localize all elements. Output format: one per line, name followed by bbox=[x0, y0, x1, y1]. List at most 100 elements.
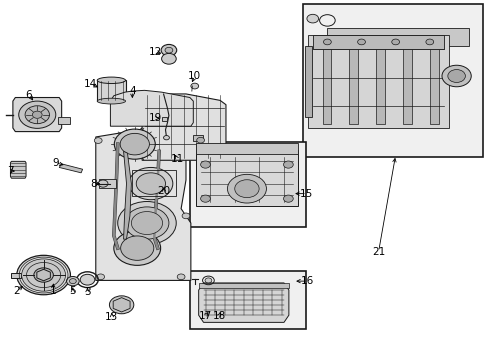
Bar bbox=[189, 271, 305, 329]
Bar bbox=[348, 45, 357, 125]
Circle shape bbox=[182, 213, 189, 219]
Text: 12: 12 bbox=[149, 46, 162, 57]
Circle shape bbox=[227, 174, 266, 203]
Bar bbox=[312, 35, 444, 49]
Circle shape bbox=[114, 231, 160, 265]
Text: 1: 1 bbox=[50, 286, 57, 296]
Circle shape bbox=[283, 161, 293, 168]
Circle shape bbox=[129, 167, 172, 200]
Circle shape bbox=[234, 180, 259, 198]
Circle shape bbox=[32, 111, 42, 118]
Circle shape bbox=[125, 207, 168, 239]
Polygon shape bbox=[142, 94, 225, 160]
Circle shape bbox=[161, 44, 176, 56]
Circle shape bbox=[190, 83, 198, 89]
Text: 9: 9 bbox=[52, 158, 59, 168]
Circle shape bbox=[34, 268, 53, 282]
Circle shape bbox=[306, 14, 318, 23]
Polygon shape bbox=[195, 150, 298, 206]
Circle shape bbox=[21, 259, 65, 291]
Text: 4: 4 bbox=[129, 86, 135, 96]
Text: 6: 6 bbox=[25, 90, 32, 100]
Circle shape bbox=[114, 129, 155, 159]
Text: 20: 20 bbox=[157, 186, 170, 197]
Circle shape bbox=[323, 39, 330, 45]
Polygon shape bbox=[96, 123, 190, 280]
Bar bbox=[375, 45, 384, 125]
Bar bbox=[161, 117, 167, 121]
Circle shape bbox=[25, 106, 49, 124]
Circle shape bbox=[109, 296, 134, 314]
Circle shape bbox=[98, 180, 108, 187]
Text: 3: 3 bbox=[84, 287, 91, 297]
Text: 16: 16 bbox=[301, 276, 314, 286]
Circle shape bbox=[161, 53, 176, 64]
Bar bbox=[58, 117, 70, 125]
Circle shape bbox=[66, 276, 79, 286]
Polygon shape bbox=[110, 90, 193, 126]
Circle shape bbox=[114, 299, 129, 311]
Circle shape bbox=[164, 47, 172, 53]
Polygon shape bbox=[59, 164, 82, 173]
Circle shape bbox=[131, 212, 162, 234]
Ellipse shape bbox=[97, 98, 125, 104]
Circle shape bbox=[121, 236, 154, 260]
Circle shape bbox=[441, 65, 470, 87]
Circle shape bbox=[118, 202, 176, 244]
Text: 18: 18 bbox=[212, 311, 225, 320]
Text: 17: 17 bbox=[199, 311, 212, 320]
Text: 11: 11 bbox=[170, 154, 183, 164]
Polygon shape bbox=[113, 298, 130, 312]
Circle shape bbox=[120, 134, 149, 155]
Text: 19: 19 bbox=[149, 113, 162, 123]
Bar bbox=[132, 170, 176, 196]
Circle shape bbox=[200, 195, 210, 202]
Circle shape bbox=[19, 101, 56, 129]
Circle shape bbox=[391, 39, 399, 45]
Circle shape bbox=[97, 274, 104, 280]
Text: 21: 21 bbox=[371, 247, 385, 257]
Polygon shape bbox=[305, 45, 311, 117]
Circle shape bbox=[94, 138, 102, 143]
Polygon shape bbox=[195, 143, 298, 154]
Text: 8: 8 bbox=[90, 179, 97, 189]
Polygon shape bbox=[327, 28, 468, 45]
Bar bbox=[11, 273, 21, 278]
Circle shape bbox=[283, 195, 293, 202]
Text: 15: 15 bbox=[300, 189, 313, 199]
Polygon shape bbox=[198, 283, 288, 322]
Polygon shape bbox=[13, 98, 61, 132]
Bar bbox=[303, 4, 483, 157]
Circle shape bbox=[39, 271, 48, 279]
Circle shape bbox=[425, 39, 433, 45]
Bar bbox=[429, 45, 438, 125]
Circle shape bbox=[69, 279, 76, 284]
Polygon shape bbox=[10, 161, 26, 178]
Text: 14: 14 bbox=[84, 79, 97, 89]
Bar bbox=[193, 135, 203, 141]
Polygon shape bbox=[37, 269, 50, 281]
Polygon shape bbox=[123, 151, 131, 239]
Text: 2: 2 bbox=[14, 286, 20, 296]
Circle shape bbox=[447, 69, 465, 82]
Text: 5: 5 bbox=[69, 286, 76, 296]
Circle shape bbox=[80, 274, 95, 285]
Circle shape bbox=[196, 137, 204, 143]
Circle shape bbox=[204, 278, 211, 283]
Bar bbox=[402, 45, 411, 125]
Ellipse shape bbox=[97, 77, 125, 84]
Circle shape bbox=[136, 173, 165, 194]
Text: 13: 13 bbox=[105, 312, 118, 322]
Bar bbox=[97, 80, 125, 101]
Circle shape bbox=[177, 274, 184, 280]
Circle shape bbox=[17, 255, 70, 295]
Circle shape bbox=[163, 135, 169, 140]
Bar bbox=[99, 179, 116, 188]
Polygon shape bbox=[198, 283, 288, 288]
Circle shape bbox=[357, 39, 365, 45]
Text: 10: 10 bbox=[188, 71, 201, 81]
Bar bbox=[322, 45, 330, 125]
Text: 7: 7 bbox=[7, 166, 14, 176]
Bar bbox=[189, 142, 305, 227]
Polygon shape bbox=[307, 35, 448, 128]
